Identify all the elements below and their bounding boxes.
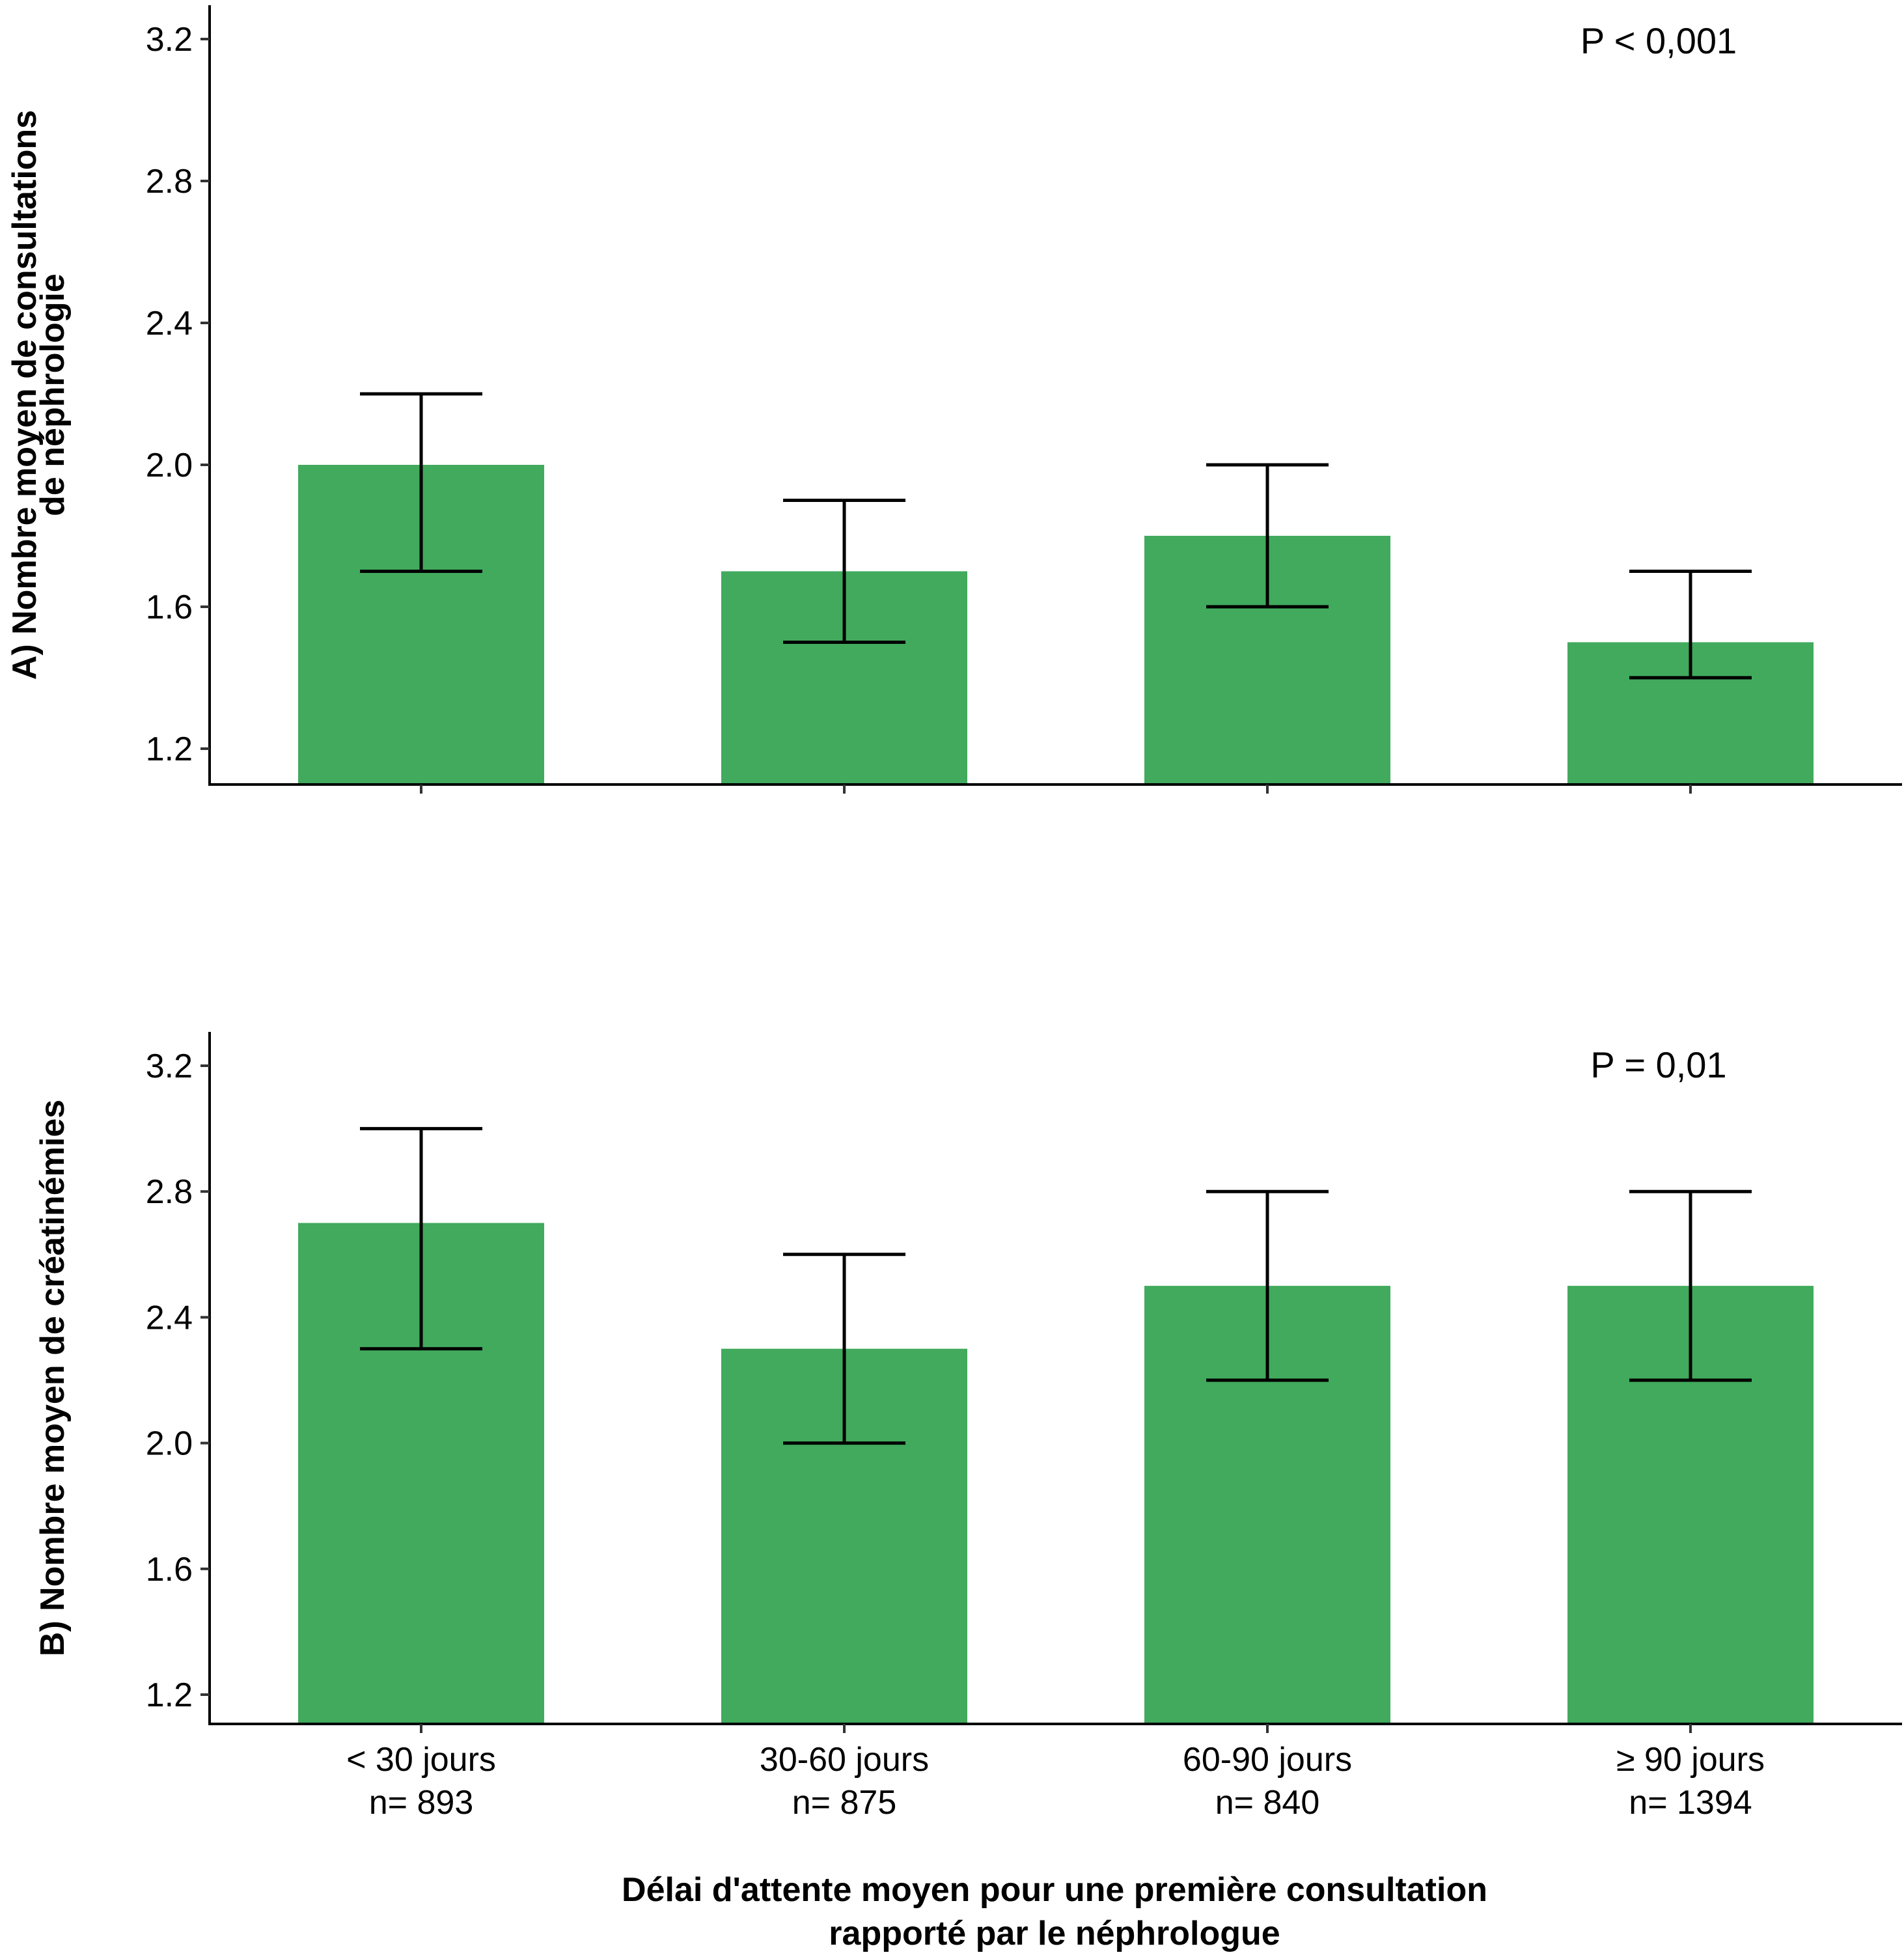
x-axis-title-line-2: rapporté par le néphrologue <box>829 1915 1280 1952</box>
y-axis-title-line-1: B) Nombre moyen de créatinémies <box>34 1100 72 1656</box>
p-value-annotation: P = 0,01 <box>1590 1044 1726 1085</box>
x-tick-n-label: n= 1394 <box>1629 1784 1752 1822</box>
panel-a-chart: 1.2 1.6 2.0 2.4 2.8 3.2 A) Nombre moyen de con… <box>6 5 1902 794</box>
x-tick-label: 30-60 jours <box>760 1741 929 1779</box>
error-bar-a-1 <box>360 392 482 573</box>
x-tick-label: 60-90 jours <box>1183 1741 1352 1779</box>
y-tick-label: 1.2 <box>146 1676 193 1714</box>
y-tick-label: 2.4 <box>146 305 193 342</box>
x-tick-n-label: n= 893 <box>369 1784 474 1822</box>
x-tick-label: < 30 jours <box>346 1741 496 1779</box>
p-value-annotation: P < 0,001 <box>1580 20 1737 61</box>
error-bar-b-1 <box>360 1127 482 1351</box>
y-tick-label: 1.2 <box>146 730 193 768</box>
error-bar-a-3 <box>1206 463 1329 609</box>
y-axis-title-line-2: de néphrologie <box>34 273 72 516</box>
x-axis-title-line-1: Délai d'attente moyen pour une première … <box>622 1871 1487 1909</box>
y-axis-title-line-1: A) Nombre moyen de consultations <box>6 110 44 680</box>
x-tick-n-label: n= 875 <box>792 1784 897 1822</box>
y-tick-label: 2.0 <box>146 447 193 484</box>
error-bar-b-4 <box>1629 1189 1752 1382</box>
panel-b-chart: 1.2 1.6 2.0 2.4 2.8 3.2 < 30 jours n= 893 30-60 … <box>34 1032 1902 1822</box>
y-tick-label: 2.8 <box>146 163 193 201</box>
x-tick-label: ≥ 90 jours <box>1616 1741 1765 1779</box>
y-tick-label: 2.8 <box>146 1173 193 1211</box>
y-tick-label: 1.6 <box>146 1551 193 1589</box>
error-bar-b-3 <box>1206 1189 1329 1382</box>
y-tick-label: 2.4 <box>146 1299 193 1337</box>
y-tick-label: 2.0 <box>146 1425 193 1463</box>
error-bar-a-2 <box>783 499 905 644</box>
error-bar-a-4 <box>1629 570 1752 680</box>
error-bar-b-2 <box>783 1253 905 1445</box>
y-tick-label: 3.2 <box>146 21 193 59</box>
y-tick-label: 3.2 <box>146 1048 193 1085</box>
y-tick-label: 1.6 <box>146 589 193 626</box>
x-tick-n-label: n= 840 <box>1215 1784 1320 1822</box>
